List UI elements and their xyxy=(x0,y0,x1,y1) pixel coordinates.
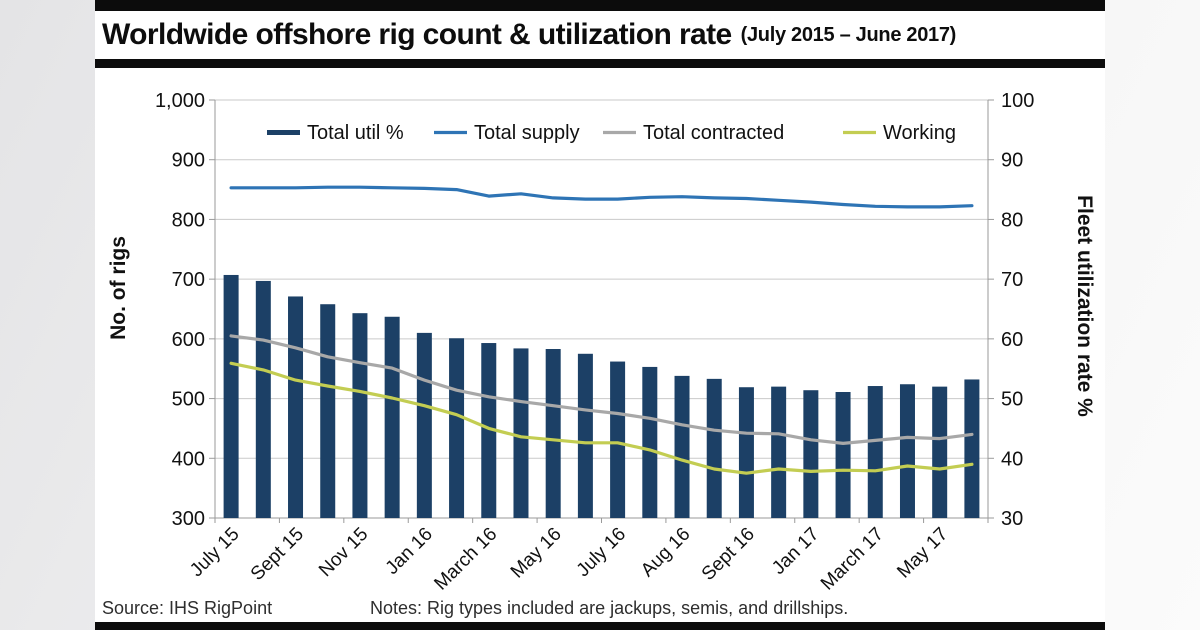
util-bar xyxy=(513,348,529,518)
series-line-total-supply xyxy=(229,185,974,209)
util-bar xyxy=(610,361,626,518)
right-axis-tick-label: 70 xyxy=(1001,269,1023,291)
right-axis-tick-label: 60 xyxy=(1001,329,1023,351)
right-axis-tick-label: 80 xyxy=(1001,209,1023,231)
util-bar xyxy=(803,390,819,518)
x-axis-tick-label: Sept 16 xyxy=(698,524,759,585)
series-line-working xyxy=(229,361,974,475)
util-bar xyxy=(352,313,368,518)
right-axis-tick-label: 90 xyxy=(1001,150,1023,172)
legend-label: Total contracted xyxy=(643,122,784,144)
util-bar xyxy=(416,332,432,518)
util-bar xyxy=(223,274,239,518)
chart-area: 1,000 100 900 90 800 80 700 70 600 60 500 50 400 40 30… xyxy=(95,68,1105,598)
x-axis-tick-label: March 16 xyxy=(430,524,501,595)
title-band: Worldwide offshore rig count & utilizati… xyxy=(95,11,1105,59)
util-bar xyxy=(674,375,690,518)
x-axis-tick-label: May 16 xyxy=(507,524,566,583)
x-axis-tick-label: May 17 xyxy=(893,524,952,583)
source-text: Source: IHS RigPoint xyxy=(102,598,273,618)
util-bar xyxy=(835,392,851,518)
util-bar xyxy=(964,379,980,518)
left-axis-tick-label: 600 xyxy=(172,329,205,351)
x-axis-tick-label: Nov 15 xyxy=(315,524,372,581)
left-axis-tick-label: 1,000 xyxy=(155,90,205,112)
x-axis-tick-label: March 17 xyxy=(817,524,888,595)
x-axis-tick-label: July 15 xyxy=(186,524,243,581)
util-bar xyxy=(577,353,593,518)
util-bar xyxy=(899,384,915,518)
util-bar xyxy=(288,296,304,518)
left-axis-tick-label: 800 xyxy=(172,209,205,231)
util-bar xyxy=(255,280,271,518)
util-bar xyxy=(867,386,883,518)
left-axis-tick-label: 500 xyxy=(172,389,205,411)
util-bar xyxy=(771,386,787,518)
util-bar xyxy=(320,304,336,518)
legend-label: Total supply xyxy=(474,122,580,144)
chart-title: Worldwide offshore rig count & utilizati… xyxy=(102,18,732,51)
x-axis-tick-label: Jan 16 xyxy=(382,524,437,579)
bottom-black-band xyxy=(95,622,1105,630)
util-bar xyxy=(706,378,722,518)
right-axis-title: Fleet utilization rate % xyxy=(1073,195,1096,417)
right-axis-tick-label: 100 xyxy=(1001,90,1034,112)
right-axis-tick-label: 40 xyxy=(1001,448,1023,470)
legend-label: Total util % xyxy=(307,122,404,144)
chart-title-period: (July 2015 – June 2017) xyxy=(740,23,957,46)
legend-label: Working xyxy=(883,122,956,144)
right-axis-tick-label: 30 xyxy=(1001,508,1023,530)
util-bar xyxy=(384,316,400,518)
top-black-band xyxy=(95,0,1105,11)
util-bar xyxy=(481,343,497,518)
notes-text: Notes: Rig types included are jackups, s… xyxy=(370,598,849,618)
x-axis-tick-label: Sept 15 xyxy=(247,524,308,585)
title-underline-band xyxy=(95,59,1105,68)
left-axis-tick-label: 900 xyxy=(172,150,205,172)
x-axis-tick-label: Aug 16 xyxy=(637,524,694,581)
util-bar xyxy=(738,387,754,518)
left-axis-tick-label: 300 xyxy=(172,508,205,530)
right-axis-tick-label: 50 xyxy=(1001,389,1023,411)
left-axis-tick-label: 400 xyxy=(172,448,205,470)
util-bar xyxy=(449,338,465,518)
left-axis-title: No. of rigs xyxy=(107,236,130,340)
util-bar xyxy=(932,386,948,518)
x-axis-tick-label: Jan 17 xyxy=(768,524,823,579)
util-bar xyxy=(545,349,561,518)
util-bar xyxy=(642,366,658,518)
rig-count-utilization-chart: 1,000 100 900 90 800 80 700 70 600 60 500 50 400 40 30… xyxy=(107,90,1096,595)
series-line-total-contracted xyxy=(229,334,974,445)
left-axis-tick-label: 700 xyxy=(172,269,205,291)
x-axis-tick-label: July 16 xyxy=(573,524,630,581)
chart-card: Worldwide offshore rig count & utilizati… xyxy=(95,0,1105,630)
